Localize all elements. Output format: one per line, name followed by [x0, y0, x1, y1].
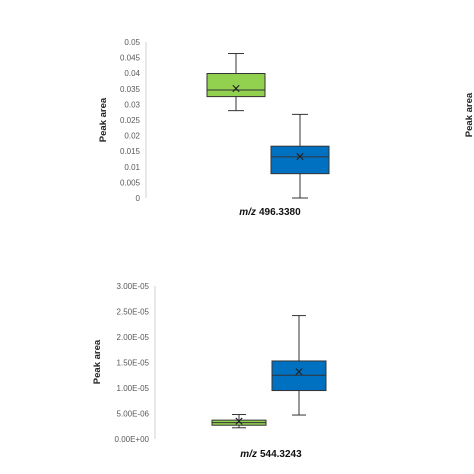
chart-2-x-label-mz: m/z: [240, 449, 257, 460]
chart-1-x-label-value: 496.3380: [259, 207, 301, 218]
chart-1-tick-label: 0.04: [124, 69, 140, 78]
chart-2-tick-label: 0.00E+00: [115, 435, 150, 444]
mean-marker-stroke: [295, 368, 303, 376]
chart-3-partial: Peak area: [464, 92, 474, 137]
chart-1-box-2: [270, 113, 330, 199]
iqr-box: [206, 73, 266, 98]
chart-2-x-label-value: 544.3243: [260, 449, 302, 460]
chart-1-tick-label: 0.025: [120, 116, 141, 125]
chart-2-x-axis-label: m/z 544.3243: [240, 449, 302, 460]
chart-2-tick-label: 1.00E-05: [117, 384, 150, 393]
iqr-box: [271, 360, 327, 392]
chart-2-y-axis-label: Peak area: [92, 339, 103, 384]
chart-1-boxes: [206, 53, 330, 199]
mean-marker: [232, 84, 240, 93]
mean-marker-stroke: [235, 417, 243, 425]
mean-marker: [295, 368, 303, 376]
chart-1-tick-label: 0.015: [120, 147, 141, 156]
mean-marker-stroke: [296, 152, 304, 161]
chart-1-y-axis-label: Peak area: [98, 97, 109, 142]
chart-1: Peak area 0 0.005 0.01 0.015 0.02 0.025 0.03 0.…: [98, 38, 330, 218]
chart-1-tick-label: 0.005: [120, 178, 141, 187]
chart-1-tick-labels: 0 0.005 0.01 0.015 0.02 0.025 0.03 0.035 0.04 0.0…: [120, 38, 141, 203]
chart-2-box-1: [211, 414, 267, 429]
mean-marker: [296, 152, 304, 161]
chart-2-tick-labels: 0.00E+00 5.00E-06 1.00E-05 1.50E-05 2.00E-05…: [115, 282, 150, 444]
chart-1-x-axis-label: m/z 496.3380: [239, 207, 301, 218]
chart-1-tick-label: 0.05: [124, 38, 140, 47]
chart-1-tick-label: 0.045: [120, 54, 141, 63]
chart-1-tick-label: 0.035: [120, 85, 141, 94]
chart-2-tick-label: 2.50E-05: [117, 308, 150, 317]
chart-2-tick-label: 1.50E-05: [117, 359, 150, 368]
chart-2: Peak area 0.00E+00 5.00E-06 1.00E-05 1.50E-…: [92, 282, 327, 460]
chart-1-box-1: [206, 53, 266, 112]
chart-1-tick-label: 0: [136, 194, 141, 203]
mean-marker-stroke: [232, 84, 240, 93]
chart-2-tick-label: 2.00E-05: [117, 333, 150, 342]
chart-2-tick-label: 3.00E-05: [117, 282, 150, 291]
chart-2-box-2: [271, 315, 327, 416]
chart-3-y-axis-label: Peak area: [464, 92, 474, 137]
chart-2-boxes: [211, 315, 327, 429]
iqr-box: [270, 145, 330, 175]
chart-1-tick-label: 0.03: [124, 100, 140, 109]
chart-1-tick-label: 0.02: [124, 132, 140, 141]
chart-1-x-label-mz: m/z: [239, 207, 256, 218]
chart-1-tick-label: 0.01: [124, 163, 140, 172]
mean-marker: [235, 417, 243, 425]
chart-2-tick-label: 5.00E-06: [117, 410, 150, 419]
